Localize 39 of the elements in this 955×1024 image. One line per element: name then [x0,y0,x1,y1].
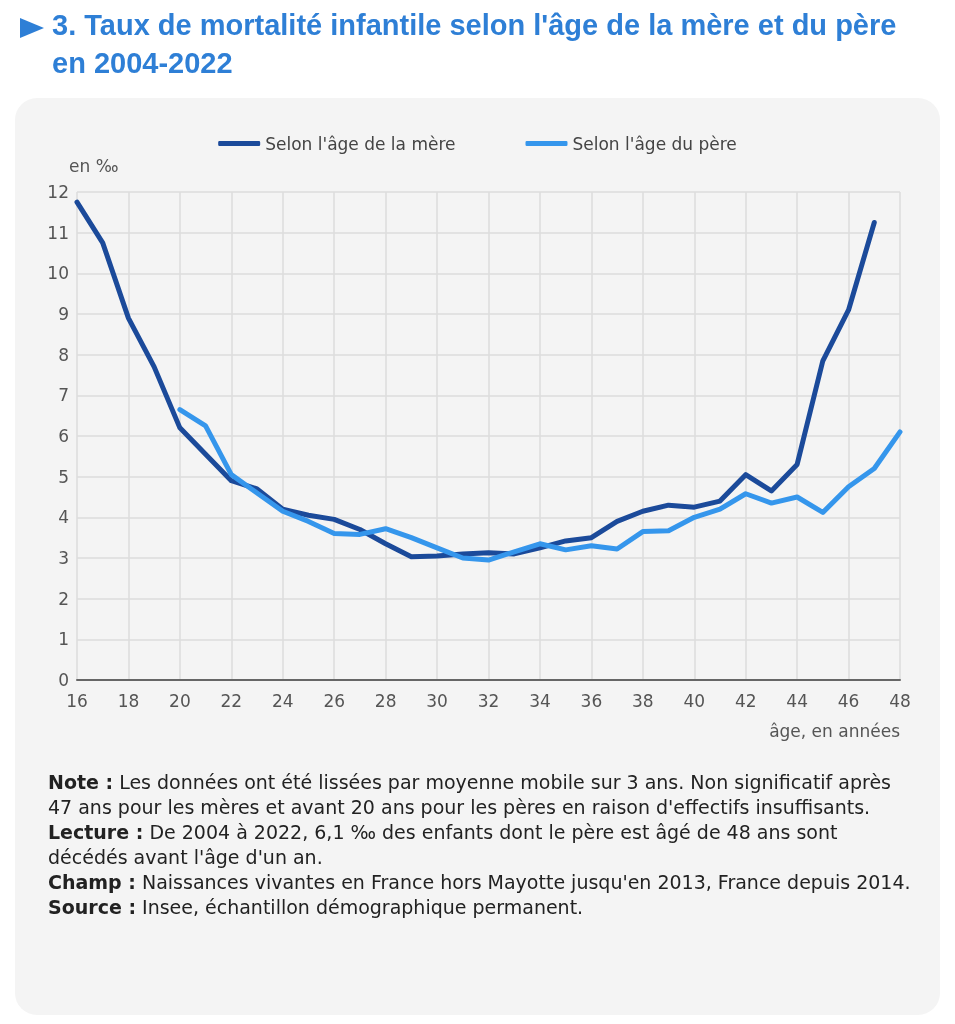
x-axis-title: âge, en années [769,720,901,741]
text: Note : Les données ont été lissées par moyenne mobile sur 3 ans. Non significatif après 47 ans pour les mères et avant 20 ans pour les pères en raison d'effectifs insuffisants. [48,770,893,820]
x-tick-label: 24 [271,690,294,711]
x-tick-label: 44 [786,690,808,711]
y-tick-label: 12 [47,182,69,202]
y-tick-label: 7 [58,385,69,406]
x-tick-label: 28 [374,690,397,711]
chart-title: 3. Taux de mortalité infantile selon l'âge de la mère et du père en 2004-2022 [51,8,898,81]
text: Champ : Naissances vivantes en France hors Mayotte jusqu'en 2013, France depuis 2014. [48,870,912,895]
x-tick-label: 46 [837,690,860,711]
x-tick-label: 20 [169,690,191,711]
y-tick-label: 1 [58,629,69,650]
legend-label: Selon l'âge du père [572,133,737,154]
x-tick-label: 36 [580,690,603,711]
y-tick-label: 11 [47,222,69,243]
y-tick-label: 6 [58,426,69,446]
x-tick-label: 22 [220,690,243,711]
text: Lecture : De 2004 à 2022, 6,1 ‰ des enfants dont le père est âgé de 48 ans sont décédés avant l'âge d'un an. [48,820,839,870]
x-tick-label: 30 [426,690,448,711]
source-note: Source : Insee, échantillon démographique permanent. [48,895,585,920]
x-tick-label: 18 [117,690,140,711]
y-tick-label: 4 [58,507,69,528]
x-tick-label: 32 [477,690,500,711]
y-tick-label: 10 [47,263,69,284]
y-tick-label: 9 [58,304,69,324]
x-tick-label: 16 [66,690,88,711]
x-tick-label: 42 [734,690,757,711]
x-tick-label: 26 [323,690,346,711]
y-tick-label: 8 [58,344,69,365]
y-tick-label: 5 [58,466,69,487]
y-axis-title: en ‰ [69,155,119,176]
y-tick-label: 0 [58,670,69,690]
x-tick-label: 34 [529,690,551,711]
x-tick-label: 38 [631,690,654,711]
y-tick-label: 2 [58,588,69,609]
legend-label: Selon l'âge de la mère [265,133,456,154]
x-tick-label: 48 [889,690,911,711]
x-tick-label: 40 [683,690,706,711]
y-tick-label: 3 [58,548,69,568]
